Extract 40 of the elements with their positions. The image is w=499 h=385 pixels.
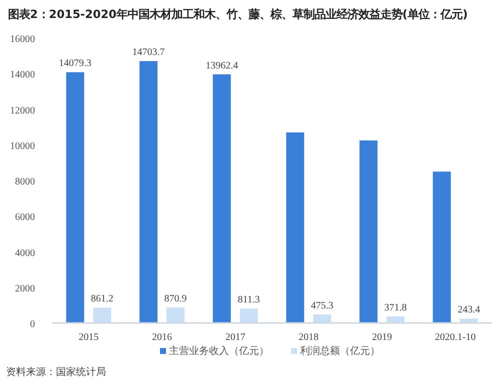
y-tick-label: 0 — [30, 319, 35, 330]
y-tick-label: 8000 — [15, 176, 35, 188]
y-tick-label: 4000 — [15, 248, 35, 259]
bar — [386, 316, 404, 323]
bar — [313, 314, 332, 323]
data-label: 870.9 — [164, 293, 187, 304]
bar — [432, 172, 451, 323]
bar — [212, 74, 231, 323]
chart-title: 图表2：2015-2020年中国木材加工和木、竹、藤、棕、草制品业经济效益走势(单位：亿元) — [8, 8, 468, 21]
y-tick-label: 10000 — [10, 140, 35, 152]
bar — [240, 308, 258, 323]
y-tick-label: 6000 — [15, 212, 35, 224]
data-label: 13962.4 — [206, 60, 238, 72]
x-tick-label: 2019 — [372, 332, 392, 343]
legend-label: 利润总额（亿元） — [300, 345, 380, 357]
x-tick-label: 2016 — [152, 332, 172, 343]
data-label: 861.2 — [90, 294, 114, 305]
data-label: 371.8 — [384, 302, 407, 314]
legend-label: 主营业务收入（亿元） — [169, 345, 269, 357]
y-tick-label: 16000 — [10, 34, 35, 45]
data-label: 475.3 — [310, 300, 334, 312]
bar — [360, 140, 378, 323]
x-tick-label: 2020.1-10 — [434, 332, 476, 343]
y-tick-label: 2000 — [15, 283, 35, 294]
x-tick-label: 2015 — [78, 332, 99, 343]
data-label: 14703.7 — [132, 47, 165, 58]
data-label: 811.3 — [238, 294, 260, 306]
bar — [140, 61, 158, 323]
x-tick-label: 2017 — [225, 332, 246, 343]
y-tick-label: 14000 — [10, 70, 35, 81]
bar — [93, 308, 112, 323]
bar — [286, 132, 304, 323]
data-label: 243.4 — [458, 304, 480, 316]
bar — [460, 318, 478, 323]
text: 资料来源：国家统计局 — [6, 366, 106, 378]
x-tick-label: 2018 — [298, 332, 319, 343]
bar — [66, 72, 84, 323]
bar — [166, 307, 184, 323]
y-tick-label: 12000 — [10, 105, 35, 116]
data-label: 14079.3 — [58, 58, 92, 70]
